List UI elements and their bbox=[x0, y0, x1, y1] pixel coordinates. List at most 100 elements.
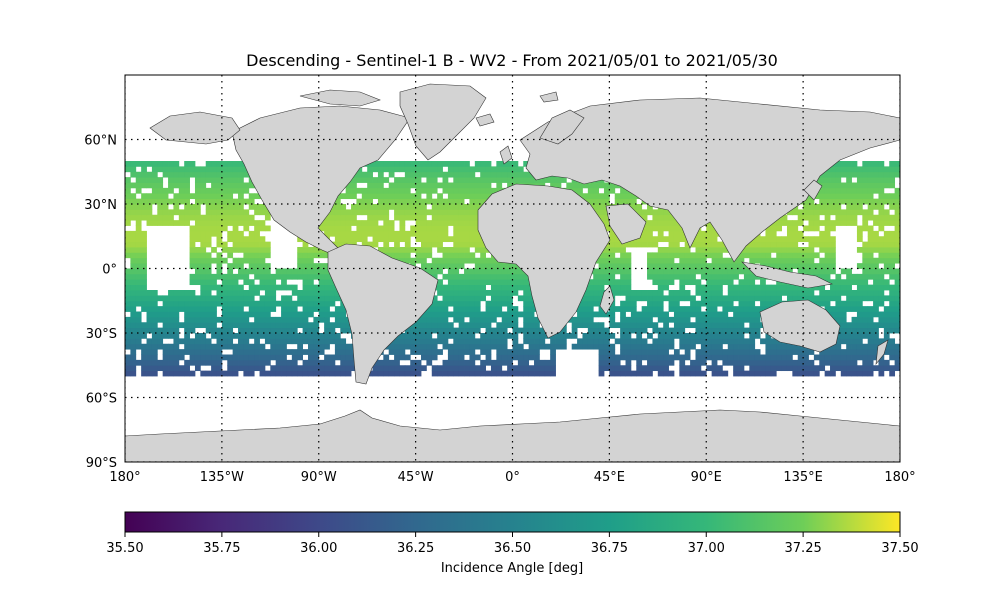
swath-cell bbox=[749, 306, 756, 312]
swath-cell bbox=[760, 295, 766, 302]
swath-cell bbox=[216, 338, 223, 345]
swath-cell bbox=[421, 209, 427, 216]
swath-cell bbox=[157, 161, 164, 167]
swath-cell bbox=[792, 241, 799, 248]
swath-cell bbox=[824, 220, 831, 226]
swath-cell bbox=[307, 338, 314, 345]
swath-cell bbox=[593, 338, 600, 345]
swath-cell bbox=[571, 333, 578, 339]
swath-cell bbox=[146, 322, 153, 329]
swath-cell bbox=[743, 268, 750, 275]
swath-cell bbox=[270, 338, 277, 345]
swath-cell bbox=[851, 306, 858, 312]
swath-cell bbox=[453, 187, 460, 194]
swath-cell bbox=[200, 338, 207, 345]
swath-cell bbox=[216, 166, 223, 173]
swath-cell bbox=[151, 295, 158, 302]
swath-cell bbox=[254, 316, 260, 323]
swath-cell bbox=[862, 171, 869, 178]
swath-cell bbox=[469, 230, 476, 237]
swath-cell bbox=[873, 161, 879, 167]
swath-cell bbox=[663, 359, 669, 366]
swath-cell bbox=[760, 284, 766, 291]
swath-cell bbox=[534, 343, 540, 350]
swath-cell bbox=[534, 316, 540, 323]
swath-cell bbox=[679, 230, 686, 237]
swath-cell bbox=[657, 220, 664, 226]
swath-cell bbox=[717, 370, 723, 377]
swath-cell bbox=[625, 306, 632, 312]
swath-cell bbox=[361, 171, 368, 178]
swath-cell bbox=[770, 247, 777, 253]
swath-cell bbox=[221, 177, 228, 183]
swath-cell bbox=[625, 273, 632, 280]
swath-cell bbox=[302, 365, 309, 372]
swath-cell bbox=[469, 370, 476, 377]
swath-cell bbox=[238, 182, 244, 189]
swath-cell bbox=[243, 247, 250, 253]
swath-cell bbox=[399, 252, 406, 259]
swath-cell bbox=[889, 322, 896, 329]
swath-cell bbox=[340, 316, 347, 323]
swath-cell bbox=[840, 333, 847, 339]
swath-cell bbox=[630, 295, 637, 302]
swath-cell bbox=[270, 343, 277, 350]
swath-cell bbox=[609, 322, 616, 329]
swath-cell bbox=[421, 198, 427, 205]
swath-cell bbox=[431, 177, 438, 183]
swath-cell bbox=[216, 365, 223, 372]
swath-cell bbox=[873, 273, 879, 280]
swath-cell bbox=[657, 236, 664, 243]
swath-cell bbox=[151, 333, 158, 339]
swath-cell bbox=[168, 333, 174, 339]
swath-cell bbox=[146, 316, 153, 323]
swath-cell bbox=[711, 349, 718, 355]
swath-cell bbox=[248, 182, 255, 189]
swath-cell bbox=[151, 322, 158, 329]
swath-cell bbox=[157, 365, 164, 372]
swath-cell bbox=[840, 284, 847, 291]
swath-cell bbox=[824, 230, 831, 237]
swath-cell bbox=[216, 182, 223, 189]
swath-cell bbox=[824, 214, 831, 221]
swath-cell bbox=[334, 365, 341, 372]
swath-cell bbox=[189, 370, 196, 377]
swath-cell bbox=[286, 349, 293, 355]
swath-cell bbox=[307, 284, 314, 291]
swath-cell bbox=[851, 349, 858, 355]
swath-cell bbox=[830, 204, 836, 210]
swath-cell bbox=[603, 333, 610, 339]
swath-cell bbox=[830, 295, 836, 302]
swath-cell bbox=[157, 311, 164, 318]
swath-cell bbox=[647, 359, 653, 366]
swath-cell bbox=[743, 306, 750, 312]
swath-cell bbox=[878, 311, 885, 318]
swath-cell bbox=[141, 333, 147, 339]
swath-cell bbox=[216, 204, 223, 210]
swath-cell bbox=[512, 316, 519, 323]
swath-cell bbox=[388, 236, 395, 243]
swath-cell bbox=[458, 225, 465, 232]
swath-cell bbox=[232, 290, 239, 296]
swath-cell bbox=[464, 193, 470, 200]
swath-cell bbox=[168, 316, 174, 323]
colorbar-gradient bbox=[124, 511, 901, 533]
swath-cell bbox=[824, 268, 831, 275]
swath-cell bbox=[770, 300, 777, 307]
swath-cell bbox=[437, 290, 443, 296]
swath-cell bbox=[776, 343, 782, 350]
swath-cell bbox=[426, 209, 433, 216]
swath-cell bbox=[614, 365, 621, 372]
swath-cell bbox=[211, 306, 217, 312]
swath-cell bbox=[534, 338, 540, 345]
swath-cell bbox=[496, 322, 503, 329]
swath-cell bbox=[684, 241, 691, 248]
swath-cell bbox=[824, 204, 831, 210]
swath-cell bbox=[700, 257, 707, 264]
swath-cell bbox=[264, 349, 271, 355]
swath-cell bbox=[889, 214, 896, 221]
swath-cell bbox=[609, 268, 616, 275]
swath-cell bbox=[464, 204, 470, 210]
swath-cell bbox=[259, 263, 266, 269]
swath-cell bbox=[614, 247, 621, 253]
